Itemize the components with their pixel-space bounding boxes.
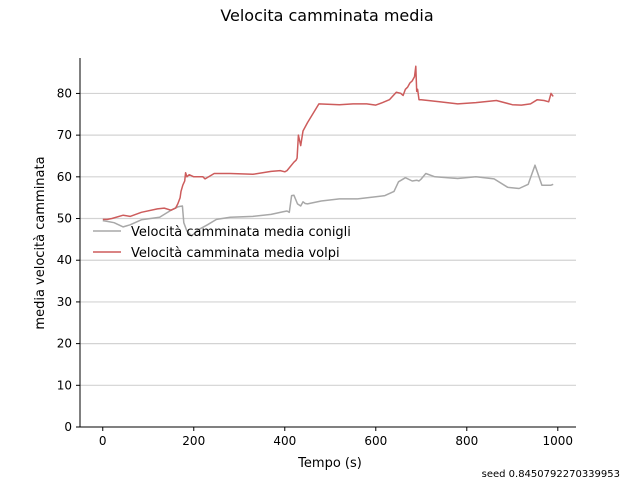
- y-tick-label: 60: [57, 170, 72, 184]
- y-tick-label: 20: [57, 337, 72, 351]
- x-tick-label: 0: [99, 434, 107, 448]
- x-tick-label: 1000: [543, 434, 574, 448]
- y-tick-label: 50: [57, 212, 72, 226]
- y-tick-label: 80: [57, 86, 72, 100]
- x-tick-label: 400: [273, 434, 296, 448]
- legend: Velocità camminata media conigli Velocit…: [93, 225, 351, 261]
- y-axis-label: media velocità camminata: [33, 156, 48, 329]
- y-axis-ticks: 0 10 20 30 40 50 60 70 80: [57, 86, 80, 434]
- series-line-volpi: [102, 65, 554, 221]
- y-tick-label: 0: [64, 420, 72, 434]
- gridlines: [80, 92, 576, 386]
- x-tick-label: 800: [455, 434, 478, 448]
- series-lines: [102, 65, 554, 237]
- chart-title: Velocita camminata media: [220, 6, 433, 25]
- x-tick-label: 200: [182, 434, 205, 448]
- y-tick-label: 30: [57, 295, 72, 309]
- legend-label-conigli: Velocità camminata media conigli: [131, 225, 351, 240]
- legend-label-volpi: Velocità camminata media volpi: [131, 246, 340, 261]
- seed-annotation: seed 0.8450792270339953: [482, 469, 620, 480]
- y-tick-label: 70: [57, 128, 72, 142]
- series-line-conigli: [102, 164, 554, 237]
- x-tick-label: 600: [364, 434, 387, 448]
- x-axis-ticks: 0 200 400 600 800 1000: [99, 427, 573, 448]
- y-tick-label: 10: [57, 378, 72, 392]
- y-tick-label: 40: [57, 253, 72, 267]
- x-axis-label: Tempo (s): [297, 456, 362, 471]
